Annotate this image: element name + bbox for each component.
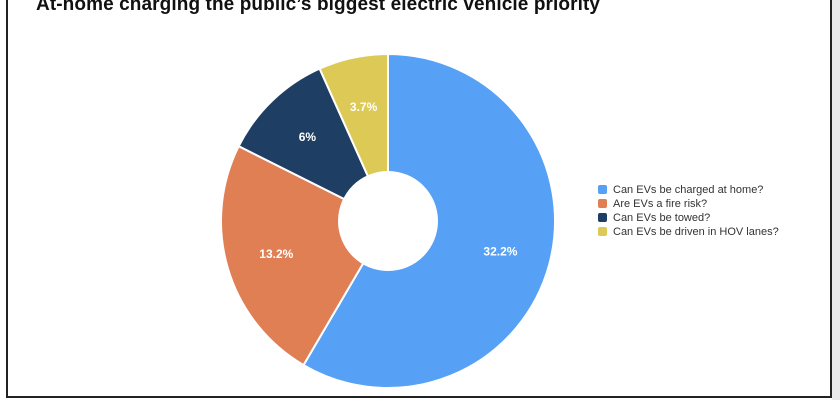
slice-value-label: 6% <box>299 130 317 144</box>
legend-swatch <box>598 185 607 194</box>
slice-value-label: 32.2% <box>483 245 517 259</box>
slice-towed <box>237 67 391 224</box>
legend-label: Can EVs be towed? <box>613 211 711 224</box>
legend-swatch <box>598 227 607 236</box>
chart-frame <box>6 0 832 398</box>
legend-swatch <box>598 199 607 208</box>
slice-value-label: 13.2% <box>259 247 293 261</box>
donut-hole <box>338 171 438 271</box>
chart-legend: Can EVs be charged at home? Are EVs a fi… <box>598 183 779 239</box>
legend-item-fire-risk: Are EVs a fire risk? <box>598 197 779 210</box>
legend-swatch <box>598 213 607 222</box>
legend-label: Can EVs be driven in HOV lanes? <box>613 225 779 238</box>
legend-label: Can EVs be charged at home? <box>613 183 764 196</box>
legend-item-hov-lanes: Can EVs be driven in HOV lanes? <box>598 225 779 238</box>
chart-title: At-home charging the public’s biggest el… <box>36 0 601 15</box>
slice-value-label: 3.7% <box>350 100 378 114</box>
window-edge <box>832 0 840 400</box>
legend-label: Are EVs a fire risk? <box>613 197 708 210</box>
legend-item-home-charging: Can EVs be charged at home? <box>598 183 779 196</box>
legend-item-towed: Can EVs be towed? <box>598 211 779 224</box>
